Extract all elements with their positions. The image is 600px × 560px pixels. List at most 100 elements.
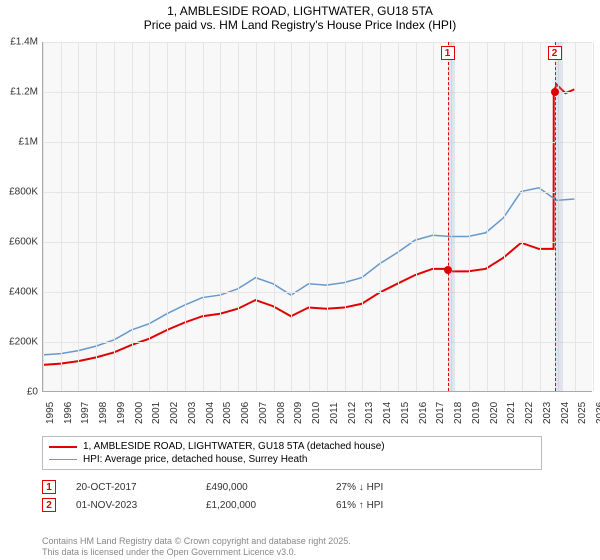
x-tick-label: 2007 xyxy=(258,402,269,424)
gridline-h xyxy=(43,242,592,243)
gridline-v xyxy=(78,42,79,391)
y-tick-label: £200K xyxy=(9,337,38,348)
marker-line xyxy=(448,42,449,391)
x-tick-label: 2021 xyxy=(506,402,517,424)
x-tick-label: 2023 xyxy=(542,402,553,424)
x-tick-label: 2019 xyxy=(471,402,482,424)
annotation-price: £1,200,000 xyxy=(206,500,316,511)
x-tick-label: 2004 xyxy=(205,402,216,424)
gridline-v xyxy=(540,42,541,391)
footer-line2: This data is licensed under the Open Gov… xyxy=(42,547,351,558)
gridline-v xyxy=(185,42,186,391)
gridline-v xyxy=(345,42,346,391)
annotation-id-box: 1 xyxy=(42,480,56,494)
x-tick-label: 2022 xyxy=(524,402,535,424)
gridline-v xyxy=(238,42,239,391)
footer-attribution: Contains HM Land Registry data © Crown c… xyxy=(42,536,351,559)
gridline-v xyxy=(149,42,150,391)
x-tick-label: 1998 xyxy=(98,402,109,424)
chart-svg xyxy=(43,42,592,391)
gridline-v xyxy=(487,42,488,391)
gridline-v xyxy=(43,42,44,391)
annotation-price: £490,000 xyxy=(206,482,316,493)
gridline-v xyxy=(398,42,399,391)
x-tick-label: 2002 xyxy=(169,402,180,424)
annotation-delta: 61% ↑ HPI xyxy=(336,500,383,511)
annotation-rows: 120-OCT-2017£490,00027% ↓ HPI201-NOV-202… xyxy=(42,478,582,514)
gridline-v xyxy=(504,42,505,391)
legend-box: 1, AMBLESIDE ROAD, LIGHTWATER, GU18 5TA … xyxy=(42,436,542,470)
plot-area: 12 xyxy=(42,42,592,392)
gridline-h xyxy=(43,342,592,343)
gridline-v xyxy=(433,42,434,391)
title-subtitle: Price paid vs. HM Land Registry's House … xyxy=(0,18,600,32)
y-tick-label: £400K xyxy=(9,287,38,298)
x-tick-label: 1997 xyxy=(80,402,91,424)
gridline-h xyxy=(43,292,592,293)
marker-label: 1 xyxy=(441,46,455,60)
gridline-h xyxy=(43,192,592,193)
chart-container: 1, AMBLESIDE ROAD, LIGHTWATER, GU18 5TA … xyxy=(0,0,600,560)
gridline-v xyxy=(309,42,310,391)
x-tick-label: 2003 xyxy=(187,402,198,424)
gridline-v xyxy=(327,42,328,391)
legend-row: HPI: Average price, detached house, Surr… xyxy=(49,453,535,466)
legend-label: 1, AMBLESIDE ROAD, LIGHTWATER, GU18 5TA … xyxy=(83,441,385,452)
x-tick-label: 2025 xyxy=(577,402,588,424)
x-tick-label: 1999 xyxy=(116,402,127,424)
title-block: 1, AMBLESIDE ROAD, LIGHTWATER, GU18 5TA … xyxy=(0,0,600,34)
legend-swatch xyxy=(49,459,77,461)
y-tick-label: £1.4M xyxy=(10,37,38,48)
marker-point xyxy=(551,88,559,96)
x-tick-label: 2000 xyxy=(134,402,145,424)
gridline-v xyxy=(362,42,363,391)
gridline-h xyxy=(43,92,592,93)
annotation-date: 01-NOV-2023 xyxy=(76,500,186,511)
legend-swatch xyxy=(49,446,77,448)
x-tick-label: 2001 xyxy=(151,402,162,424)
x-tick-label: 2012 xyxy=(347,402,358,424)
x-tick-label: 2018 xyxy=(453,402,464,424)
x-tick-label: 2010 xyxy=(311,402,322,424)
gridline-v xyxy=(132,42,133,391)
gridline-h xyxy=(43,142,592,143)
legend-row: 1, AMBLESIDE ROAD, LIGHTWATER, GU18 5TA … xyxy=(49,440,535,453)
y-tick-label: £1M xyxy=(19,137,38,148)
gridline-v xyxy=(380,42,381,391)
gridline-v xyxy=(291,42,292,391)
x-axis: 1995 1996 1997 1998 1999 2000 2001 2002 2003 2004… xyxy=(42,394,592,434)
annotation-id-box: 2 xyxy=(42,498,56,512)
legend-label: HPI: Average price, detached house, Surr… xyxy=(83,454,307,465)
marker-label: 2 xyxy=(548,46,562,60)
y-tick-label: £1.2M xyxy=(10,87,38,98)
marker-shade xyxy=(448,42,455,391)
gridline-v xyxy=(256,42,257,391)
gridline-v xyxy=(203,42,204,391)
annotation-row: 2 01-NOV-2023 £1,200,000 61% ↑ HPI xyxy=(42,496,582,514)
gridline-h xyxy=(43,42,592,43)
x-tick-label: 2005 xyxy=(222,402,233,424)
marker-point xyxy=(444,266,452,274)
y-axis: £0£200K£400K£600K£800K£1M£1.2M£1.4M xyxy=(0,42,40,392)
footer-line1: Contains HM Land Registry data © Crown c… xyxy=(42,536,351,547)
x-tick-label: 2026 xyxy=(595,402,600,424)
title-address: 1, AMBLESIDE ROAD, LIGHTWATER, GU18 5TA xyxy=(0,4,600,18)
x-tick-label: 2008 xyxy=(276,402,287,424)
gridline-v xyxy=(575,42,576,391)
x-tick-label: 2014 xyxy=(382,402,393,424)
x-tick-label: 2015 xyxy=(400,402,411,424)
y-tick-label: £0 xyxy=(27,387,38,398)
x-tick-label: 2013 xyxy=(364,402,375,424)
gridline-v xyxy=(220,42,221,391)
annotation-delta: 27% ↓ HPI xyxy=(336,482,383,493)
x-tick-label: 2006 xyxy=(240,402,251,424)
gridline-v xyxy=(593,42,594,391)
x-tick-label: 2024 xyxy=(560,402,571,424)
y-tick-label: £600K xyxy=(9,237,38,248)
gridline-v xyxy=(167,42,168,391)
gridline-v xyxy=(274,42,275,391)
x-tick-label: 1996 xyxy=(63,402,74,424)
x-tick-label: 1995 xyxy=(45,402,56,424)
annotation-row: 120-OCT-2017£490,00027% ↓ HPI xyxy=(42,478,582,496)
gridline-v xyxy=(416,42,417,391)
